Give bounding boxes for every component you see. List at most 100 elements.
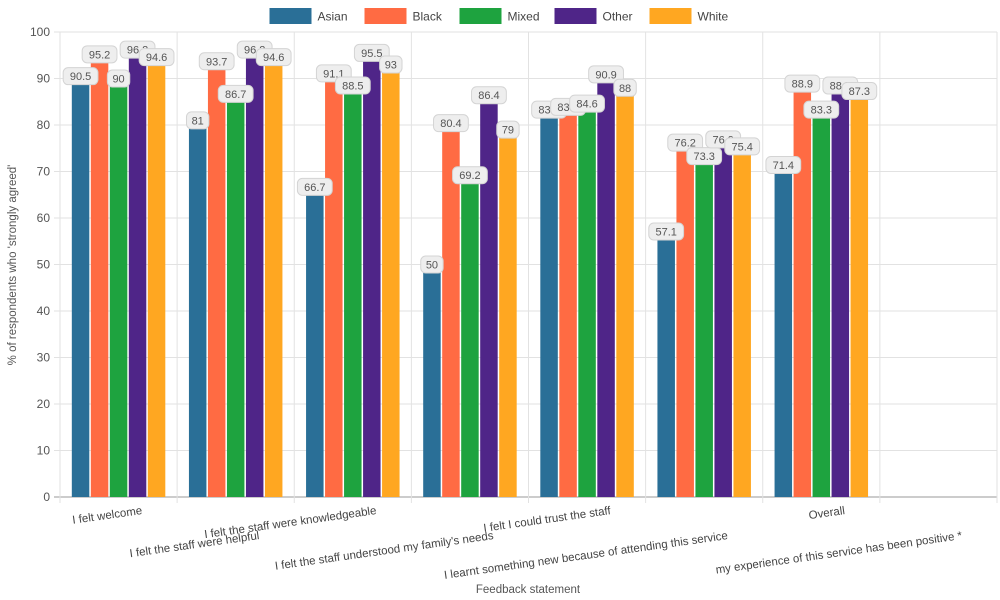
data-label-text: 76.2 bbox=[674, 138, 695, 150]
x-tick-label: I felt welcome bbox=[72, 505, 143, 527]
data-label-text: 88 bbox=[619, 83, 631, 95]
bar-black[interactable] bbox=[559, 106, 577, 498]
data-label-text: 75.4 bbox=[731, 141, 752, 153]
bar-black[interactable] bbox=[207, 61, 226, 498]
bar-white[interactable] bbox=[733, 146, 751, 497]
legend-label: Asian bbox=[318, 10, 348, 24]
legend: Asian Black Mixed Other White bbox=[269, 8, 729, 24]
legend-label: White bbox=[698, 10, 729, 24]
legend-swatch bbox=[269, 8, 312, 24]
x-tick-label: Overall bbox=[808, 505, 846, 522]
bar-asian[interactable] bbox=[540, 109, 558, 497]
x-tick-label: I felt the staff understood my family's … bbox=[274, 530, 494, 573]
data-label-text: 94.6 bbox=[146, 52, 167, 64]
data-label: 79 bbox=[496, 120, 520, 139]
bar-mixed[interactable] bbox=[226, 93, 245, 497]
data-label: 83.3 bbox=[803, 100, 840, 119]
data-label: 90.9 bbox=[588, 65, 624, 84]
bar-white[interactable] bbox=[264, 57, 283, 498]
bar-asian[interactable] bbox=[423, 264, 441, 498]
data-label: 95.2 bbox=[81, 45, 118, 64]
y-tick-label: 90 bbox=[37, 72, 51, 86]
bar-other[interactable] bbox=[831, 85, 850, 497]
bar-asian[interactable] bbox=[71, 76, 90, 498]
data-label-text: 94.6 bbox=[263, 52, 284, 64]
x-tick-label: I felt the staff were knowledgeable bbox=[204, 505, 378, 541]
data-label-text: 71.4 bbox=[773, 160, 794, 172]
y-axis-ticks: 0 10 20 30 40 50 60 70 80 90 100 bbox=[30, 25, 50, 504]
legend-swatch bbox=[554, 8, 597, 24]
data-label: 57.1 bbox=[648, 222, 685, 241]
bar-black[interactable] bbox=[90, 54, 109, 497]
data-label: 87.3 bbox=[841, 82, 878, 101]
bar-black[interactable] bbox=[676, 142, 694, 498]
data-label: 84.6 bbox=[569, 94, 605, 113]
bar-white[interactable] bbox=[499, 129, 517, 497]
bar-black[interactable] bbox=[442, 123, 460, 497]
data-label: 90.5 bbox=[62, 67, 99, 86]
bar-asian[interactable] bbox=[774, 164, 793, 498]
data-label-text: 83.3 bbox=[811, 105, 832, 117]
data-labels: 90.595.29096.294.68193.786.796.294.666.7… bbox=[62, 40, 878, 274]
bar-mixed[interactable] bbox=[461, 175, 479, 497]
data-label-text: 73.3 bbox=[693, 151, 714, 163]
data-label-text: 69.2 bbox=[459, 170, 480, 182]
data-label-text: 87.3 bbox=[849, 86, 870, 98]
data-label-text: 84.6 bbox=[576, 99, 597, 111]
y-tick-label: 70 bbox=[37, 165, 51, 179]
legend-item-mixed[interactable]: Mixed bbox=[459, 8, 540, 24]
bar-asian[interactable] bbox=[657, 231, 675, 498]
y-tick-label: 10 bbox=[37, 444, 51, 458]
bar-mixed[interactable] bbox=[812, 109, 831, 497]
bar-mixed[interactable] bbox=[695, 156, 713, 497]
legend-swatch bbox=[459, 8, 502, 24]
y-tick-label: 30 bbox=[37, 351, 51, 365]
data-label: 81 bbox=[185, 111, 210, 130]
x-axis-title: Feedback statement bbox=[476, 584, 581, 596]
legend-item-other[interactable]: Other bbox=[554, 8, 633, 24]
bar-white[interactable] bbox=[616, 87, 634, 498]
bar-other[interactable] bbox=[714, 139, 732, 498]
bar-other[interactable] bbox=[128, 49, 147, 498]
data-label-text: 86.4 bbox=[478, 90, 499, 102]
data-label-text: 90.5 bbox=[70, 71, 91, 83]
bar-mixed[interactable] bbox=[578, 103, 596, 498]
data-label-text: 80.4 bbox=[440, 118, 461, 130]
data-label-text: 88.9 bbox=[792, 79, 813, 91]
legend-item-black[interactable]: Black bbox=[364, 8, 443, 24]
data-label-text: 79 bbox=[502, 125, 514, 137]
y-tick-label: 20 bbox=[37, 397, 51, 411]
bar-other[interactable] bbox=[363, 52, 381, 498]
y-tick-label: 40 bbox=[37, 304, 51, 318]
bar-asian[interactable] bbox=[306, 186, 324, 497]
legend-label: Other bbox=[603, 10, 633, 24]
data-label-text: 93 bbox=[385, 60, 397, 72]
bar-white[interactable] bbox=[382, 64, 400, 498]
legend-swatch bbox=[649, 8, 692, 24]
legend-swatch bbox=[364, 8, 407, 24]
bar-black[interactable] bbox=[793, 83, 812, 498]
data-label-text: 93.7 bbox=[206, 56, 227, 68]
bar-asian[interactable] bbox=[188, 120, 207, 497]
bar-mixed[interactable] bbox=[344, 85, 362, 497]
data-label: 50 bbox=[420, 255, 444, 274]
data-label: 88.9 bbox=[784, 74, 821, 93]
bar-other[interactable] bbox=[597, 74, 615, 497]
data-label: 69.2 bbox=[452, 166, 488, 185]
data-label-text: 95.2 bbox=[89, 49, 110, 61]
data-label: 76.2 bbox=[667, 133, 704, 152]
bar-other[interactable] bbox=[480, 95, 498, 498]
data-label: 88 bbox=[613, 78, 637, 97]
y-tick-label: 0 bbox=[43, 490, 50, 504]
data-label: 95.5 bbox=[353, 43, 390, 62]
bar-mixed[interactable] bbox=[109, 78, 128, 498]
legend-item-white[interactable]: White bbox=[649, 8, 729, 24]
bar-white[interactable] bbox=[147, 57, 166, 498]
bar-white[interactable] bbox=[850, 91, 869, 498]
data-label: 94.6 bbox=[138, 48, 175, 67]
bar-other[interactable] bbox=[245, 49, 264, 498]
bar-black[interactable] bbox=[325, 73, 343, 497]
legend-item-asian[interactable]: Asian bbox=[269, 8, 348, 24]
